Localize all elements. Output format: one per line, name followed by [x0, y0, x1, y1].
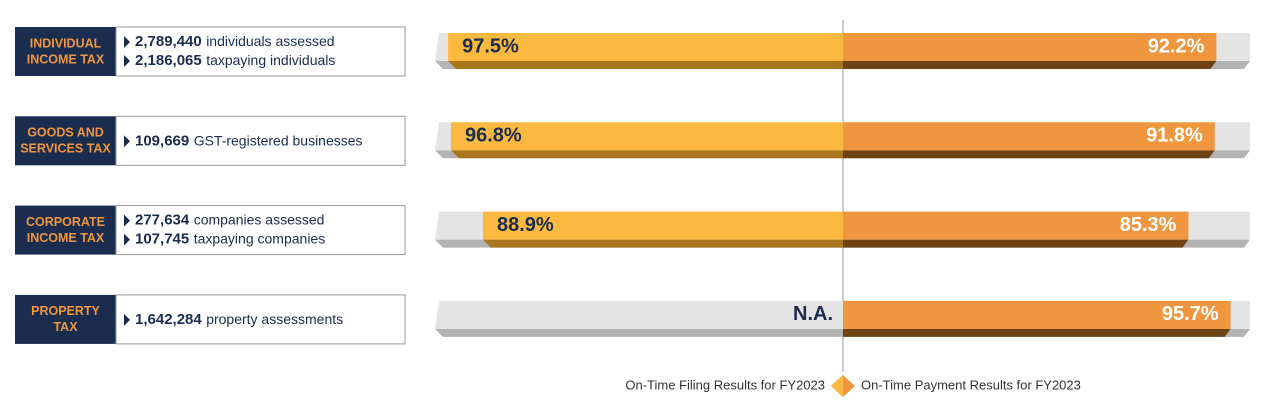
tax-name: PROPERTY — [31, 304, 100, 318]
stat-number: 2,789,440 — [135, 33, 202, 50]
bar-shadow — [843, 328, 1231, 337]
stat-number: 2,186,065 — [135, 52, 202, 69]
stat-number: 277,634 — [135, 212, 190, 229]
tax-name: INDIVIDUAL — [30, 36, 102, 50]
bullet-arrow — [124, 233, 130, 246]
filing-label: 88.9% — [497, 214, 554, 236]
stat-number: 1,642,284 — [135, 311, 202, 328]
stat-number: 107,745 — [135, 231, 189, 248]
stat-text: taxpaying companies — [194, 230, 326, 246]
filing-bar — [482, 211, 843, 240]
bullet-arrow — [124, 55, 130, 67]
bar-shadow — [482, 239, 843, 248]
legend-label: On-Time Filing Results for FY2023 — [625, 377, 825, 392]
payment-bar — [843, 300, 1231, 329]
legend-label: On-Time Payment Results for FY2023 — [861, 377, 1081, 392]
bar-shadow — [843, 61, 1217, 69]
bar-shadow — [448, 61, 843, 69]
legend-diamond-half — [831, 375, 843, 397]
filing-label: N.A. — [793, 303, 833, 325]
bullet-arrow — [124, 135, 130, 148]
tax-name: TAX — [53, 320, 78, 334]
payment-label: 95.7% — [1162, 303, 1219, 325]
filing-bar — [448, 33, 843, 61]
stats-box — [115, 205, 406, 256]
stat-number: 109,669 — [135, 132, 189, 149]
payment-bar — [843, 33, 1217, 61]
stat-line: 2,789,440 individuals assessed — [135, 33, 335, 51]
tax-box — [15, 27, 116, 76]
stats-box — [115, 26, 406, 77]
bullet-arrow — [124, 313, 130, 326]
stat-line: 277,634 companies assessed — [135, 211, 324, 229]
filing-bar — [450, 122, 843, 151]
payment-label: 92.2% — [1148, 35, 1205, 57]
bar-shadow — [450, 150, 843, 159]
bullet-arrow — [124, 214, 130, 227]
tax-name: INCOME TAX — [27, 231, 105, 245]
stat-line: 2,186,065 taxpaying individuals — [135, 52, 335, 70]
stat-line: 107,745 taxpaying companies — [135, 230, 325, 248]
stat-text: GST-registered businesses — [194, 132, 363, 148]
stats-box — [115, 294, 406, 345]
stat-line: 109,669 GST-registered businesses — [135, 132, 363, 150]
tax-box — [15, 205, 116, 255]
stat-line: 1,642,284 property assessments — [135, 311, 343, 329]
stats-box — [115, 115, 406, 166]
tax-name: GOODS AND — [27, 126, 104, 140]
bullet-arrow — [124, 36, 130, 48]
filing-label: 97.5% — [462, 35, 519, 57]
stat-text: taxpaying individuals — [206, 52, 335, 68]
payment-label: 91.8% — [1146, 125, 1203, 147]
tax-box — [15, 294, 116, 344]
stat-text: property assessments — [206, 311, 343, 327]
tax-name: CORPORATE — [26, 215, 105, 229]
bar-shadow — [843, 150, 1215, 159]
payment-label: 85.3% — [1120, 214, 1177, 236]
payment-bar — [843, 211, 1189, 240]
tax-name: INCOME TAX — [27, 52, 105, 66]
filing-label: 96.8% — [465, 125, 522, 147]
tax-box — [15, 116, 116, 166]
stat-text: individuals assessed — [206, 33, 334, 49]
tax-name: SERVICES TAX — [20, 142, 111, 156]
bar-shadow — [843, 239, 1189, 248]
payment-bar — [843, 122, 1215, 151]
stat-text: companies assessed — [194, 211, 325, 227]
